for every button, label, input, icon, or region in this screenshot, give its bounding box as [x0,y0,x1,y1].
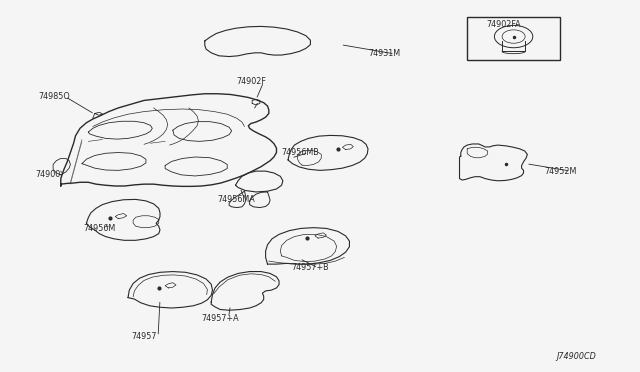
Text: 74900: 74900 [35,170,60,179]
Text: 74985O: 74985O [38,92,70,101]
Text: 74952M: 74952M [544,167,577,176]
Text: 74956MB: 74956MB [282,148,319,157]
Text: 74956MA: 74956MA [218,195,255,203]
Text: 74956M: 74956M [83,224,115,233]
Bar [467,17,560,60]
Text: 74957: 74957 [131,332,157,341]
Text: 74957+B: 74957+B [291,263,329,272]
Text: 74957+A: 74957+A [202,314,239,323]
Text: J74900CD: J74900CD [557,352,596,361]
Text: 74902F: 74902F [237,77,267,86]
Text: 74902FA: 74902FA [486,20,521,29]
Text: 74931M: 74931M [368,49,400,58]
